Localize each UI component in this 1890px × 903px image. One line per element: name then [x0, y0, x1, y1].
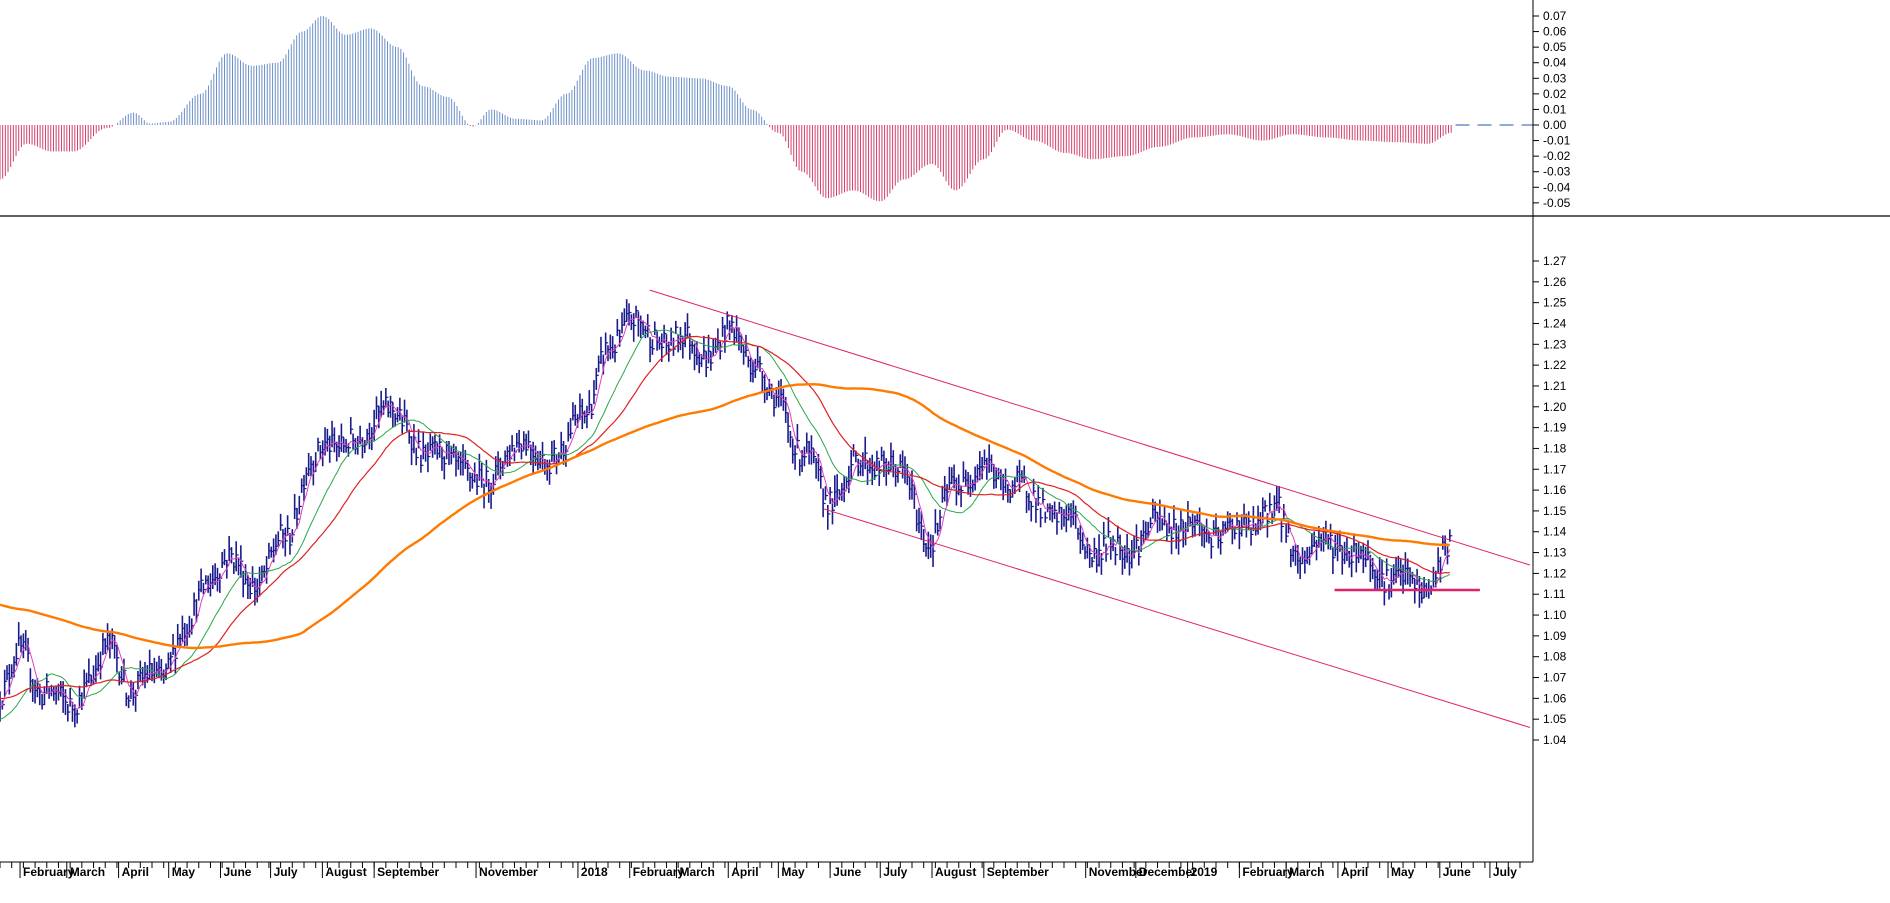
x-tick-label: December: [1139, 865, 1197, 879]
x-tick-label: April: [731, 865, 758, 879]
x-tick-label: February: [633, 865, 685, 879]
price-y-label: 1.13: [1543, 546, 1567, 560]
price-y-label: 1.21: [1543, 379, 1567, 393]
price-y-label: 1.23: [1543, 337, 1567, 351]
x-tick-label: June: [223, 865, 251, 879]
oscillator-y-label: 0.04: [1543, 56, 1567, 70]
x-tick-label: March: [1289, 865, 1324, 879]
price-y-label: 1.16: [1543, 483, 1567, 497]
price-y-label: 1.17: [1543, 462, 1567, 476]
price-y-label: 1.04: [1543, 733, 1567, 747]
moving-averages: [0, 316, 1451, 720]
x-tick-label: 2019: [1191, 865, 1218, 879]
oscillator-y-label: 0.05: [1543, 40, 1567, 54]
price-y-axis: 1.27 1.26 1.25 1.24 1.23 1.22 1.21 1.20 1.19 1.18…: [1533, 254, 1567, 747]
price-y-label: 1.14: [1543, 525, 1567, 539]
x-tick-label: July: [1493, 865, 1517, 879]
ma-long-line: [0, 382, 1450, 650]
lower-trendline: [823, 508, 1531, 728]
price-y-label: 1.22: [1543, 358, 1567, 372]
x-tick-label: August: [325, 865, 366, 879]
x-tick-label: July: [274, 865, 298, 879]
x-tick-label: August: [935, 865, 976, 879]
x-tick-label: 2018: [581, 865, 608, 879]
x-tick-label: September: [987, 865, 1049, 879]
oscillator-y-axis: 0.070.060.050.040.030.020.010.00-0.01-0.…: [1533, 9, 1571, 210]
price-y-label: 1.07: [1543, 671, 1567, 685]
upper-trendline: [649, 289, 1531, 566]
x-tick-label: July: [883, 865, 907, 879]
price-y-label: 1.27: [1543, 254, 1567, 268]
x-tick-label: May: [1391, 865, 1415, 879]
price-y-label: 1.18: [1543, 441, 1567, 455]
x-tick-label: May: [172, 865, 196, 879]
trendlines: [649, 289, 1531, 728]
price-y-label: 1.26: [1543, 275, 1567, 289]
oscillator-y-label: -0.05: [1543, 196, 1571, 210]
oscillator-y-label: 0.06: [1543, 25, 1567, 39]
x-tick-label: November: [1089, 865, 1148, 879]
x-tick-label: November: [479, 865, 538, 879]
price-y-label: 1.10: [1543, 608, 1567, 622]
price-y-label: 1.11: [1543, 587, 1566, 601]
oscillator-y-label: -0.03: [1543, 165, 1571, 179]
oscillator-y-label: -0.04: [1543, 180, 1571, 194]
x-tick-label: February: [1242, 865, 1294, 879]
oscillator-y-label: -0.02: [1543, 149, 1571, 163]
oscillator-y-label: -0.01: [1543, 134, 1571, 148]
oscillator-y-label: 0.07: [1543, 9, 1567, 23]
oscillator-y-label: 0.01: [1543, 102, 1567, 116]
x-tick-label: September: [377, 865, 439, 879]
price-y-label: 1.25: [1543, 296, 1567, 310]
x-tick-label: June: [833, 865, 861, 879]
x-tick-label: April: [1341, 865, 1368, 879]
x-tick-label: February: [23, 865, 75, 879]
oscillator-y-label: 0.03: [1543, 71, 1567, 85]
oscillator-y-label: 0.02: [1543, 87, 1567, 101]
price-y-label: 1.08: [1543, 650, 1567, 664]
oscillator-y-label: 0.00: [1543, 118, 1567, 132]
price-y-label: 1.06: [1543, 691, 1567, 705]
ma-slow-line: [0, 335, 1450, 700]
price-y-label: 1.19: [1543, 421, 1567, 435]
price-y-label: 1.05: [1543, 712, 1567, 726]
ma-medium-line: [0, 329, 1451, 720]
x-tick-label: June: [1443, 865, 1471, 879]
price-y-label: 1.09: [1543, 629, 1567, 643]
x-tick-label: March: [70, 865, 105, 879]
axes: [0, 0, 1890, 863]
x-tick-label: March: [679, 865, 714, 879]
price-y-label: 1.15: [1543, 504, 1567, 518]
x-tick-label: May: [781, 865, 805, 879]
x-tick-label: April: [122, 865, 149, 879]
price-y-label: 1.20: [1543, 400, 1567, 414]
price-y-label: 1.24: [1543, 316, 1567, 330]
oscillator-histogram: [0, 16, 1533, 202]
price-y-label: 1.12: [1543, 566, 1567, 580]
